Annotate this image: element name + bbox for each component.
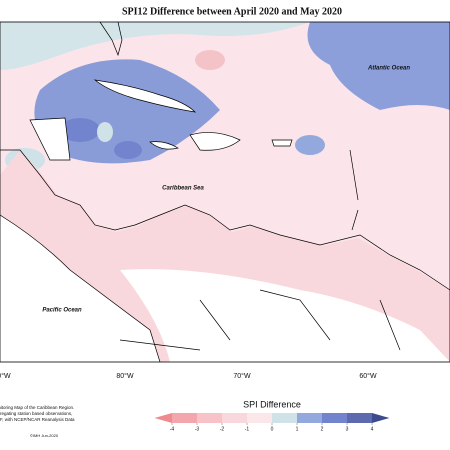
map-frame bbox=[0, 21, 450, 363]
legend-tick-label: 2 bbox=[321, 426, 324, 432]
ocean-label: Atlantic Ocean bbox=[367, 66, 410, 72]
legend-swatch bbox=[272, 413, 297, 423]
legend-swatch bbox=[297, 413, 322, 423]
legend-swatch bbox=[247, 413, 272, 423]
footnote-line: CIOF, with NCEP/NCAR Reanalysis Data bbox=[0, 417, 75, 422]
legend-tick-label: 4 bbox=[371, 426, 374, 432]
legend-swatch bbox=[322, 413, 347, 423]
credit: ©IMH Jun-2020 bbox=[30, 433, 59, 438]
legend-swatch bbox=[347, 413, 372, 423]
legend: -4 -3 -2 -1 0 1 2 3 4 bbox=[154, 413, 390, 432]
legend-tick-label: -1 bbox=[245, 426, 250, 432]
legend-tick-label: 3 bbox=[346, 426, 349, 432]
legend-tick-label: 1 bbox=[296, 426, 299, 432]
longitude-label: 90°W bbox=[0, 372, 11, 380]
longitude-labels: 90°W 80°W 70°W 60°W bbox=[0, 372, 377, 380]
longitude-label: 70°W bbox=[233, 372, 251, 380]
legend-tick-label: 0 bbox=[271, 426, 274, 432]
legend-title: SPI Difference bbox=[243, 399, 301, 409]
map-title: SPI12 Difference between April 2020 and … bbox=[122, 6, 342, 17]
map-area: Atlantic Ocean Caribbean Sea Pacific Oce… bbox=[0, 21, 450, 363]
legend-tick-label: -3 bbox=[195, 426, 200, 432]
legend-arrow bbox=[154, 413, 172, 423]
legend-swatch bbox=[222, 413, 247, 423]
footnote-line: Monitoring Map of the Caribbean Region. bbox=[0, 405, 74, 410]
ocean-label: Pacific Ocean bbox=[42, 308, 82, 314]
legend-tick-label: -4 bbox=[170, 426, 175, 432]
legend-swatch bbox=[197, 413, 222, 423]
legend-tick-label: -2 bbox=[220, 426, 225, 432]
footnote-line: Aggregating station based observations, bbox=[0, 411, 72, 416]
longitude-label: 80°W bbox=[116, 372, 134, 380]
legend-arrow bbox=[372, 413, 390, 423]
footnote: Monitoring Map of the Caribbean Region.A… bbox=[0, 405, 75, 422]
sea-label: Caribbean Sea bbox=[162, 186, 204, 192]
legend-swatch bbox=[172, 413, 197, 423]
longitude-label: 60°W bbox=[359, 372, 377, 380]
